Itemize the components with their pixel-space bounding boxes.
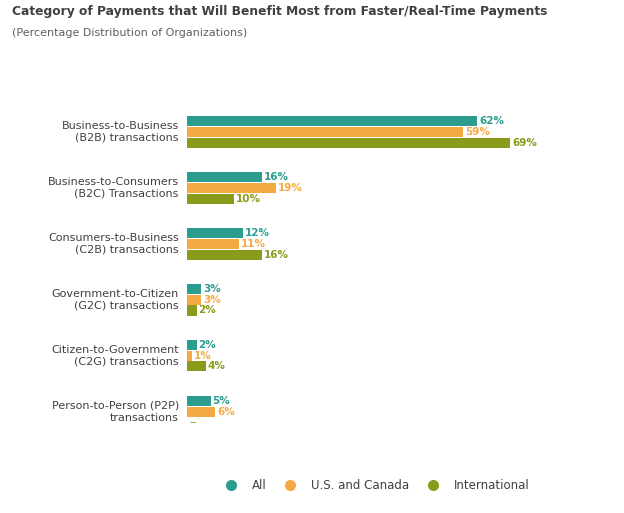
Bar bbox=[187, 193, 234, 204]
Text: 16%: 16% bbox=[264, 172, 289, 182]
Bar bbox=[187, 172, 262, 183]
Text: 6%: 6% bbox=[217, 407, 235, 417]
Text: 3%: 3% bbox=[203, 284, 221, 294]
Text: --: -- bbox=[189, 418, 197, 427]
Text: 16%: 16% bbox=[264, 249, 289, 260]
Bar bbox=[187, 116, 477, 127]
Bar bbox=[187, 351, 192, 361]
Text: Category of Payments that Will Benefit Most from Faster/Real-Time Payments: Category of Payments that Will Benefit M… bbox=[12, 5, 548, 18]
Bar bbox=[187, 137, 510, 148]
Bar bbox=[187, 340, 197, 350]
Text: 12%: 12% bbox=[245, 228, 270, 239]
Text: 1%: 1% bbox=[193, 351, 212, 361]
Text: 4%: 4% bbox=[208, 362, 226, 371]
Bar bbox=[187, 249, 262, 260]
Legend: All, U.S. and Canada, International: All, U.S. and Canada, International bbox=[218, 479, 530, 492]
Text: 2%: 2% bbox=[198, 340, 216, 350]
Bar bbox=[187, 295, 201, 305]
Bar bbox=[187, 183, 276, 193]
Text: (Percentage Distribution of Organizations): (Percentage Distribution of Organization… bbox=[12, 28, 248, 38]
Bar bbox=[187, 228, 243, 239]
Bar bbox=[187, 284, 201, 294]
Bar bbox=[187, 305, 197, 315]
Bar bbox=[187, 361, 206, 371]
Text: 2%: 2% bbox=[198, 305, 216, 315]
Text: 10%: 10% bbox=[236, 193, 261, 204]
Text: 19%: 19% bbox=[278, 183, 303, 193]
Text: 69%: 69% bbox=[512, 137, 537, 148]
Text: 3%: 3% bbox=[203, 295, 221, 305]
Bar bbox=[187, 239, 238, 249]
Text: 62%: 62% bbox=[479, 116, 504, 126]
Bar bbox=[187, 407, 215, 417]
Text: 5%: 5% bbox=[212, 396, 230, 406]
Bar bbox=[187, 127, 464, 137]
Text: 59%: 59% bbox=[466, 127, 490, 137]
Text: 11%: 11% bbox=[241, 239, 266, 249]
Bar bbox=[187, 396, 210, 406]
